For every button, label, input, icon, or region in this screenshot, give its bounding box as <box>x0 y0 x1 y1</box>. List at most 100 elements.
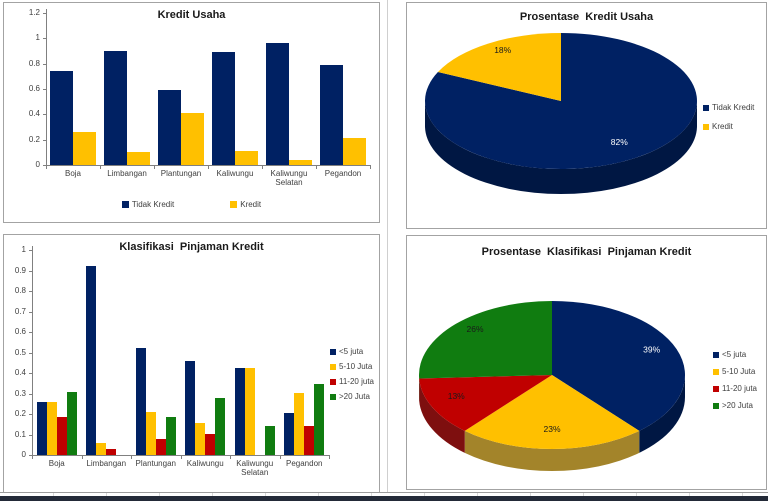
legend-label: Kredit <box>240 200 262 209</box>
y-tick-label: 0.6 <box>14 327 26 336</box>
pie-chart-prosentase-kredit-usaha: 82% 18% Tidak Kredit Kredit <box>407 3 766 228</box>
y-tick-label: 0.6 <box>28 84 40 93</box>
sheet-cell-gridline <box>53 493 54 497</box>
y-tick-label: 0.1 <box>14 429 26 439</box>
bar-Kredit[interactable] <box>73 132 96 165</box>
sheet-cell-gridline <box>371 493 372 497</box>
legend-item-<5 juta[interactable]: <5 juta <box>713 350 757 359</box>
y-tick-mark <box>43 114 46 116</box>
legend-item->20 Juta[interactable]: >20 Juta <box>330 392 374 401</box>
y-tick-label: 0.3 <box>14 388 26 398</box>
sheet-cell-gridline <box>265 493 266 497</box>
chart-title-prosentase-kredit-usaha: Prosentase Kredit Usaha <box>519 11 654 23</box>
bar-<5 juta[interactable] <box>36 402 47 455</box>
bar-<5 juta[interactable] <box>234 368 245 455</box>
bar->20 Juta[interactable] <box>215 398 226 455</box>
pie-slice-Tidak Kredit[interactable] <box>424 33 697 169</box>
chart-panel-kredit-usaha[interactable]: Kredit Usaha 0 0.2 0.4 0.6 0.8 1 1.2 Boja Limban… <box>3 2 380 223</box>
sheet-cell-gridline <box>742 493 743 497</box>
bar-Tidak Kredit[interactable] <box>212 52 235 165</box>
bar-chart-klasifikasi-pinjaman: 0 0.1 0.2 0.3 0.4 0.5 0.6 0.7 0.8 0.9 1 Boja Limbang… <box>4 235 379 492</box>
y-tick-label: 0.8 <box>14 286 26 295</box>
y-tick-mark <box>29 414 32 415</box>
x-tick-mark <box>131 455 132 459</box>
category-label: Limbangan <box>86 459 127 468</box>
bar-5-10 Juta[interactable] <box>244 368 255 455</box>
legend-item-Tidak Kredit[interactable]: Tidak Kredit <box>703 103 754 112</box>
bar-Kredit[interactable] <box>235 151 258 165</box>
chart-panel-prosentase-klasifikasi[interactable]: Prosentase Klasifikasi Pinjaman Kredit 3… <box>406 235 767 490</box>
bar->20 Juta[interactable] <box>314 384 325 455</box>
bar-Kredit[interactable] <box>289 160 312 165</box>
x-tick-mark <box>279 455 281 459</box>
legend: Tidak Kredit Kredit <box>4 200 379 209</box>
legend-label: <5 juta <box>339 347 364 356</box>
bar-5-10 Juta[interactable] <box>96 443 107 455</box>
legend-swatch <box>703 104 709 111</box>
bar-Tidak Kredit[interactable] <box>320 65 343 165</box>
legend-swatch <box>713 351 719 358</box>
bar-11-20 juta[interactable] <box>155 439 166 455</box>
bar-Kredit[interactable] <box>127 152 150 165</box>
chart-title-prosentase-klasifikasi: Prosentase Klasifikasi Pinjaman Kredit <box>481 246 692 258</box>
pie-slice-Kredit[interactable] <box>437 32 561 101</box>
y-tick-label: 1.2 <box>28 8 40 17</box>
pie-slice-<5 juta[interactable] <box>552 301 686 431</box>
legend-item-11-20 juta[interactable]: 11-20 juta <box>713 384 757 393</box>
legend-label: Tidak Kredit <box>131 200 175 209</box>
bar-Tidak Kredit[interactable] <box>50 71 73 165</box>
pie-slice-label: 23% <box>543 424 560 434</box>
category-label: Kaliwungu <box>216 169 254 178</box>
bar->20 Juta[interactable] <box>165 417 176 455</box>
pie-slice-label: 13% <box>448 391 465 401</box>
bar-Tidak Kredit[interactable] <box>266 43 289 165</box>
pie-slice-11-20 juta[interactable] <box>419 375 552 431</box>
bar-11-20 juta[interactable] <box>304 426 315 455</box>
y-tick-label: 1 <box>35 33 40 43</box>
pie-slice-side-Tidak Kredit <box>425 101 697 194</box>
pie-slice-side-<5 juta <box>639 375 685 453</box>
bar-11-20 juta[interactable] <box>106 449 117 455</box>
pie-slice-5-10 Juta[interactable] <box>464 375 640 450</box>
bar-Kredit[interactable] <box>181 113 204 165</box>
bar-11-20 juta[interactable] <box>205 434 216 455</box>
chart-panel-klasifikasi-pinjaman[interactable]: Klasifikasi Pinjaman Kredit 0 0.1 0.2 0.3 0.… <box>3 234 380 493</box>
pie-3d-canvas: 39% 23% 13% 26% <box>418 301 686 472</box>
bar-5-10 Juta[interactable] <box>195 423 206 455</box>
bar-<5 juta[interactable] <box>185 361 196 455</box>
y-tick-label: 0.5 <box>14 347 26 357</box>
legend-item-Tidak Kredit[interactable]: Tidak Kredit <box>121 200 175 209</box>
bar-5-10 Juta[interactable] <box>294 393 305 455</box>
sheet-cell-gridline <box>477 493 478 497</box>
y-tick-mark <box>43 38 46 40</box>
legend-item->20 Juta[interactable]: >20 Juta <box>713 401 757 410</box>
bar-5-10 Juta[interactable] <box>46 402 57 455</box>
legend-label: 11-20 juta <box>722 384 757 393</box>
bar-Kredit[interactable] <box>343 138 366 165</box>
y-tick-mark <box>29 291 32 292</box>
legend-item-5-10 Juta[interactable]: 5-10 Juta <box>330 362 374 371</box>
bar-Tidak Kredit[interactable] <box>158 90 181 165</box>
bar->20 Juta[interactable] <box>66 392 77 455</box>
legend-item-<5 juta[interactable]: <5 juta <box>330 347 374 356</box>
bar-<5 juta[interactable] <box>284 413 295 455</box>
bar-5-10 Juta[interactable] <box>145 412 156 455</box>
bar-<5 juta[interactable] <box>135 348 146 455</box>
category-label: Boja <box>64 169 81 178</box>
bar-<5 juta[interactable] <box>86 266 97 455</box>
bar-11-20 juta[interactable] <box>56 417 67 455</box>
chart-panel-prosentase-kredit-usaha[interactable]: Prosentase Kredit Usaha 82% 18% Tidak Kred… <box>406 2 767 229</box>
pie-slice->20 Juta[interactable] <box>418 301 552 379</box>
legend-item-Kredit[interactable]: Kredit <box>703 122 754 131</box>
y-tick-mark <box>43 139 46 141</box>
sheet-cell-gridline <box>689 493 690 497</box>
legend-item-11-20 juta[interactable]: 11-20 juta <box>330 377 374 386</box>
y-tick-label: 1 <box>21 245 26 254</box>
legend-item-Kredit[interactable]: Kredit <box>230 200 261 209</box>
legend-swatch <box>713 402 719 409</box>
bar-Tidak Kredit[interactable] <box>104 51 127 165</box>
bar->20 Juta[interactable] <box>264 426 275 455</box>
x-tick-mark <box>208 165 209 169</box>
legend-item-5-10 Juta[interactable]: 5-10 Juta <box>713 367 757 376</box>
pie-slice-label: 18% <box>494 45 511 55</box>
